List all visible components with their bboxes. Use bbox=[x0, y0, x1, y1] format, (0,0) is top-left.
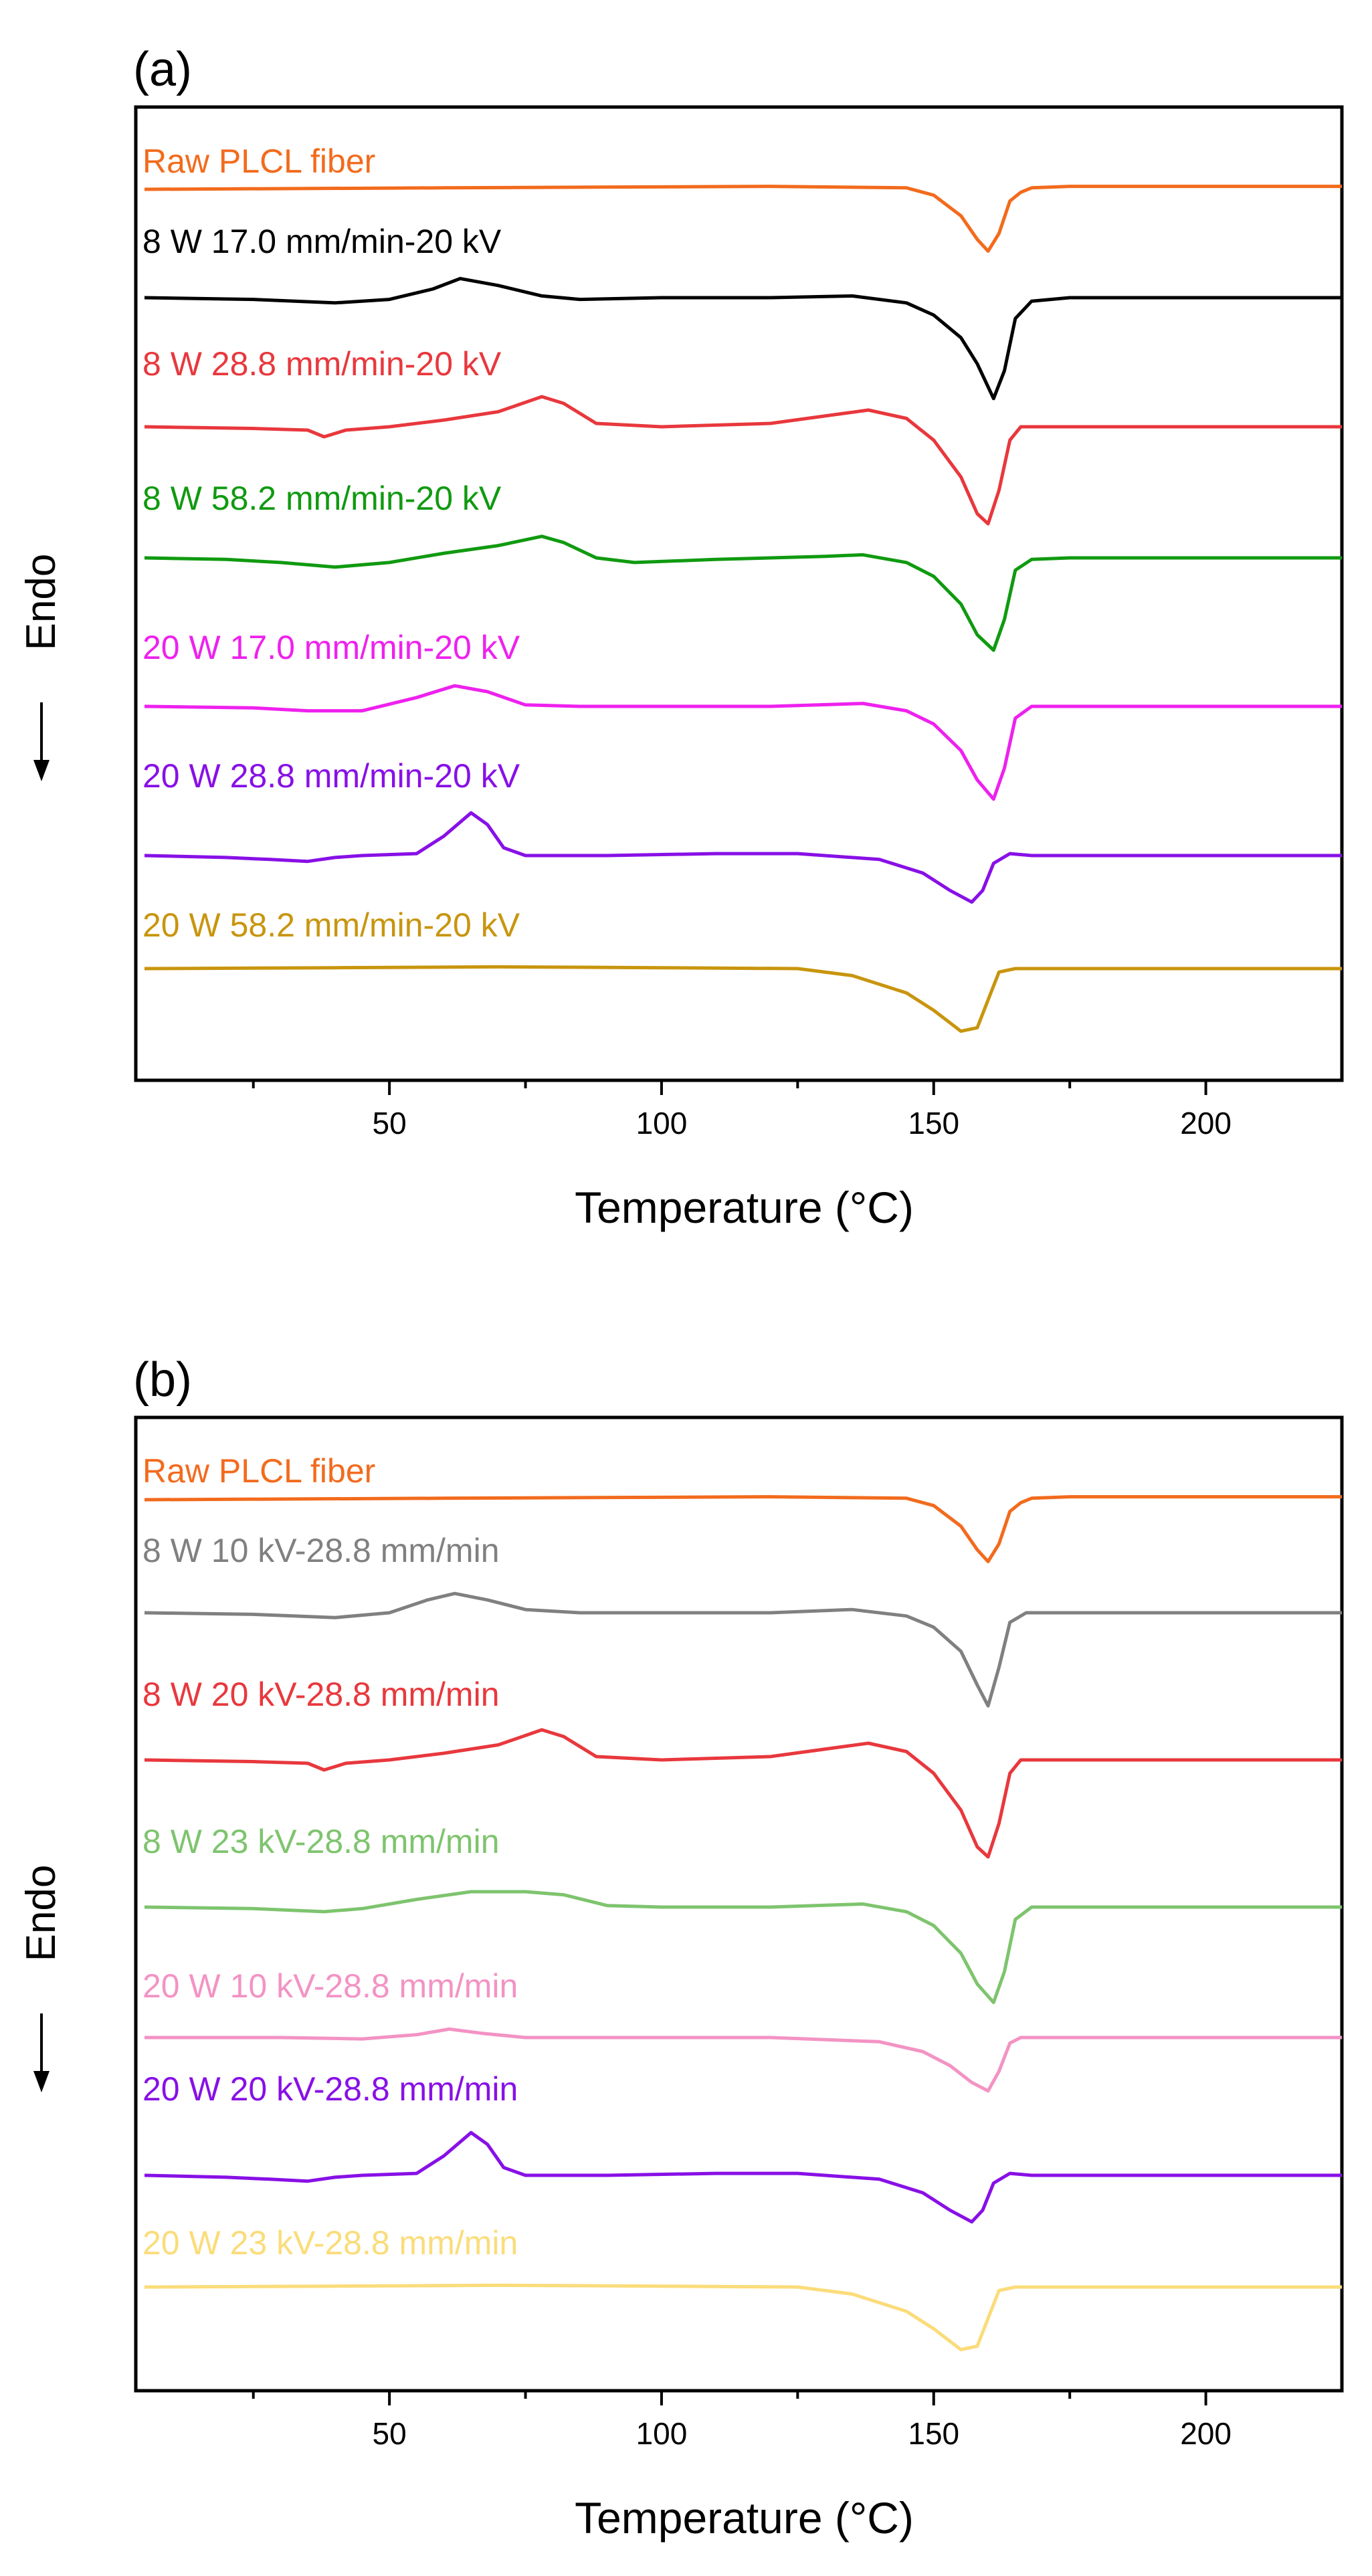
x-axis-label: Temperature (°C) bbox=[575, 1183, 914, 1232]
endo-arrow-head bbox=[33, 760, 50, 781]
series-label: 20 W 23 kV-28.8 mm/min bbox=[142, 2224, 518, 2262]
series-label: 8 W 20 kV-28.8 mm/min bbox=[142, 1676, 500, 1713]
series-label: 8 W 23 kV-28.8 mm/min bbox=[142, 1823, 500, 1860]
series-label: 8 W 58.2 mm/min-20 kV bbox=[142, 480, 502, 517]
series-line bbox=[144, 185, 1342, 253]
series-line bbox=[144, 1728, 1342, 1859]
series-label: 20 W 10 kV-28.8 mm/min bbox=[142, 1967, 518, 2005]
plot-frame bbox=[134, 105, 1344, 1082]
x-tick-label: 50 bbox=[373, 2416, 407, 2451]
series-label: 20 W 20 kV-28.8 mm/min bbox=[142, 2070, 518, 2108]
x-tick-label: 200 bbox=[1180, 2416, 1232, 2451]
x-tick-label: 150 bbox=[908, 2416, 959, 2451]
series-line bbox=[144, 395, 1342, 526]
y-axis-label: Endo bbox=[18, 1865, 64, 1962]
series-line bbox=[144, 276, 1342, 401]
series-label: 8 W 28.8 mm/min-20 kV bbox=[142, 345, 502, 383]
x-tick-label: 150 bbox=[908, 1106, 959, 1141]
series-line bbox=[144, 811, 1342, 904]
series-line bbox=[144, 1591, 1342, 1708]
series-label: 20 W 17.0 mm/min-20 kV bbox=[142, 629, 520, 666]
series-label: 20 W 28.8 mm/min-20 kV bbox=[142, 757, 520, 795]
series-label: Raw PLCL fiber bbox=[142, 142, 375, 180]
series-label: 8 W 17.0 mm/min-20 kV bbox=[142, 223, 502, 260]
series-line bbox=[144, 2283, 1342, 2352]
series-line bbox=[144, 2027, 1342, 2093]
series-label: 20 W 58.2 mm/min-20 kV bbox=[142, 906, 520, 944]
series-line bbox=[144, 1890, 1342, 2005]
series-label: 8 W 10 kV-28.8 mm/min bbox=[142, 1532, 500, 1569]
series-line bbox=[144, 1495, 1342, 1563]
series-line bbox=[144, 684, 1342, 801]
x-tick-label: 200 bbox=[1180, 1106, 1232, 1141]
series-label: Raw PLCL fiber bbox=[142, 1452, 375, 1490]
series-line bbox=[144, 534, 1342, 652]
x-tick-label: 50 bbox=[373, 1106, 407, 1141]
panel-label: (a) bbox=[133, 43, 192, 96]
series-line bbox=[144, 965, 1342, 1033]
panel-label: (b) bbox=[133, 1353, 192, 1407]
x-tick-label: 100 bbox=[636, 2416, 688, 2451]
panel-b: (b) 50 100 150 200 Temperature (°C) Endo Raw PL… bbox=[18, 1353, 1344, 2543]
panel-a: (a) 50 100 150 200 Temperature (°C) Endo Raw PL… bbox=[18, 43, 1344, 1232]
plot-frame bbox=[134, 1415, 1344, 2393]
x-tick-label: 100 bbox=[636, 1106, 688, 1141]
series-line bbox=[144, 2131, 1342, 2224]
endo-arrow-head bbox=[33, 2071, 50, 2092]
x-axis-label: Temperature (°C) bbox=[575, 2493, 914, 2543]
y-axis-label: Endo bbox=[18, 554, 64, 651]
